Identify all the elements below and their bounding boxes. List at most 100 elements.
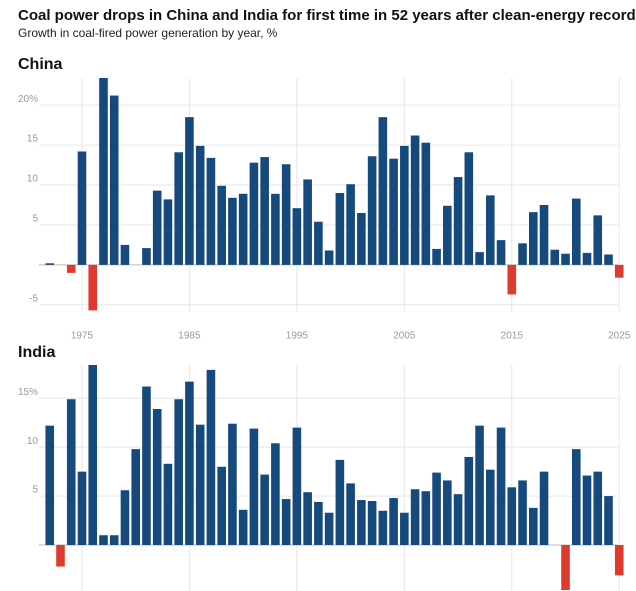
bar [324, 512, 334, 546]
y-tick-label: 15% [18, 387, 38, 398]
bar [206, 157, 216, 265]
y-tick-label: 5 [32, 485, 38, 496]
panel-title: India [18, 344, 55, 361]
bar [400, 145, 409, 265]
bar [228, 423, 237, 546]
bar [195, 424, 205, 546]
bar [314, 221, 323, 265]
x-tick-label: 2015 [501, 331, 524, 342]
bar [303, 179, 312, 265]
bar [582, 252, 592, 265]
bar [271, 443, 280, 546]
bar [475, 252, 484, 265]
bar [238, 509, 248, 546]
bar [88, 365, 98, 546]
bar [109, 95, 119, 265]
bar [367, 500, 377, 546]
bar [389, 498, 398, 546]
bar [335, 459, 345, 546]
bar [443, 480, 452, 546]
bar [45, 263, 55, 265]
bar [335, 193, 345, 265]
bar [346, 483, 355, 546]
bar [539, 204, 549, 265]
bar [518, 243, 527, 265]
bar [88, 264, 98, 311]
bar [142, 248, 151, 265]
bar [238, 193, 248, 265]
bar [292, 208, 302, 265]
bar [174, 152, 183, 265]
bar [142, 386, 151, 546]
bar [507, 487, 517, 546]
x-tick-label: 1975 [71, 331, 94, 342]
bar [281, 164, 291, 265]
y-tick-label: 10 [27, 436, 39, 447]
bar [518, 480, 527, 546]
bar [614, 545, 624, 576]
y-tick-label: -5 [29, 293, 38, 304]
bar [120, 244, 130, 265]
bar [604, 254, 613, 265]
x-tick-label: 1985 [178, 331, 201, 342]
bar [582, 475, 592, 546]
bar [464, 152, 474, 265]
bar [507, 264, 517, 295]
bar [303, 492, 312, 546]
bar [346, 184, 355, 265]
bar [614, 264, 624, 278]
bar [314, 501, 323, 546]
bar [400, 512, 409, 546]
panel-title: China [18, 56, 63, 73]
bar [367, 156, 377, 265]
bar [324, 250, 334, 265]
y-tick-label: 5 [32, 214, 38, 225]
bar [45, 425, 55, 546]
bar [66, 399, 76, 546]
bar [163, 199, 173, 265]
x-tick-label: 2005 [393, 331, 416, 342]
bar [432, 248, 441, 265]
bar [281, 499, 291, 546]
bar [593, 215, 603, 265]
bar [66, 264, 76, 273]
bar [496, 240, 506, 265]
bar [604, 496, 613, 546]
y-tick-label: 20% [18, 94, 38, 105]
bar [292, 427, 302, 546]
bar [550, 249, 560, 265]
bar [152, 190, 162, 265]
bar [206, 369, 216, 546]
bar [260, 157, 269, 265]
bar [593, 471, 603, 546]
bar [77, 471, 87, 546]
bar [109, 535, 119, 546]
bar [486, 469, 495, 546]
bar [378, 117, 388, 265]
bar [410, 489, 420, 546]
bar [152, 409, 162, 546]
bar [195, 145, 205, 265]
y-tick-label: 15 [27, 134, 39, 145]
bar [528, 212, 538, 265]
bar [271, 193, 280, 265]
bar [421, 491, 431, 546]
bar [174, 399, 183, 546]
chart-subtitle: Growth in coal-fired power generation by… [18, 26, 278, 40]
bar [217, 466, 226, 546]
bar [571, 198, 581, 265]
bar [496, 427, 506, 546]
bar [443, 205, 452, 265]
y-tick-label: 10 [27, 174, 39, 185]
bar [389, 158, 398, 265]
bar [432, 472, 441, 546]
bar [185, 117, 194, 265]
bar [357, 212, 366, 265]
bar [561, 253, 570, 265]
bar [571, 449, 581, 546]
bar [486, 195, 495, 265]
bar [163, 463, 173, 546]
bar [99, 535, 108, 546]
bar [453, 494, 463, 546]
